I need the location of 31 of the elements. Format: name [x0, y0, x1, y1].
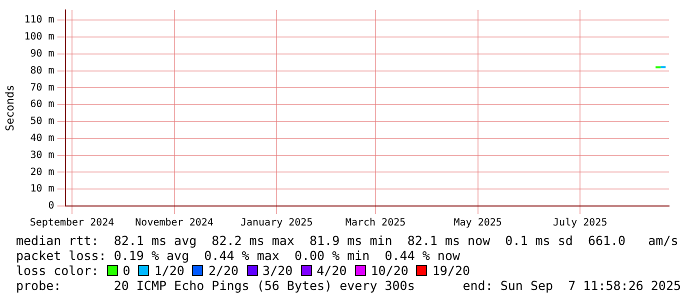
legend-label: 2/20 [208, 263, 239, 278]
y-tick-label: 70 m [30, 82, 54, 94]
text: probe: 20 ICMP Echo Pings (56 Bytes) every 300s [16, 278, 415, 293]
y-tick-label: 0 [48, 200, 54, 212]
x-tick-label: September 2024 [30, 218, 114, 229]
legend-label: 3/20 [262, 263, 293, 278]
x-tick-label: March 2025 [345, 218, 406, 229]
y-tick-label: 80 m [30, 65, 54, 76]
y-tick-label: 30 m [30, 150, 54, 161]
x-tick-label: November 2024 [135, 218, 214, 229]
y-tick-label: 50 m [30, 116, 54, 128]
legend-label: 10/20 [370, 263, 408, 278]
y-axis-title: Seconds [3, 84, 16, 132]
legend-label: 19/20 [432, 263, 470, 278]
y-tick-label: 40 m [30, 133, 54, 144]
y-tick-label: 110 m [24, 14, 54, 26]
y-tick-label: 20 m [30, 166, 54, 178]
y-tick-label: 10 m [30, 184, 54, 195]
y-tick-label: 90 m [30, 48, 54, 60]
text: end: Sun Sep 7 11:58:26 2025 [462, 278, 681, 293]
y-tick-label: 100 m [24, 32, 54, 43]
x-tick-label: May 2025 [454, 218, 502, 229]
x-tick-label: January 2025 [240, 218, 313, 229]
x-tick-label: July 2025 [553, 218, 608, 229]
legend-label: 4/20 [316, 263, 347, 278]
text: packet loss: 0.19 % avg 0.44 % max 0.00 % min 0.44 % now [16, 248, 460, 263]
legend-label: 1/20 [154, 263, 184, 278]
legend-label: 0 [122, 263, 130, 278]
legend-title: loss color: [16, 263, 99, 278]
text: median rtt: 82.1 ms avg 82.2 ms max 81.9 ms min 82.1 ms now 0.1 ms sd 661.0 am/s [16, 233, 678, 248]
y-tick-label: 60 m [30, 99, 54, 110]
